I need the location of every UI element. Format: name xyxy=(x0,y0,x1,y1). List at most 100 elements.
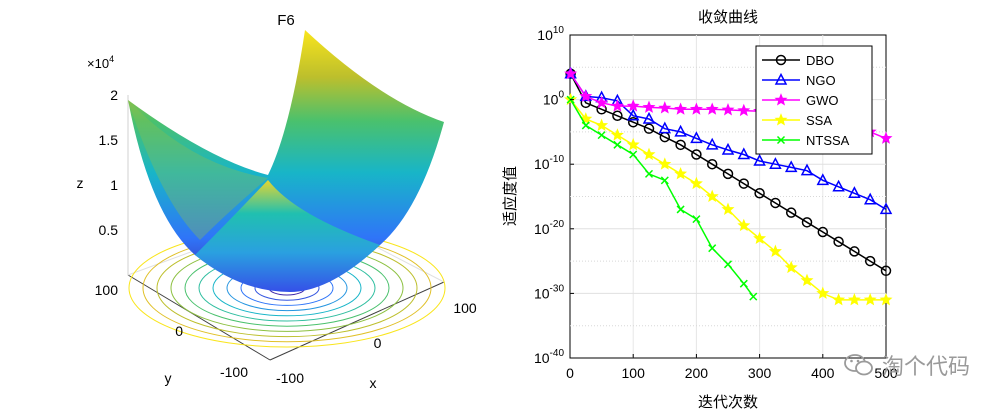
series-ntssa-point-shape xyxy=(739,279,748,288)
series-ngo-point xyxy=(863,192,877,205)
series-ntssa-point-shape xyxy=(613,140,622,149)
series-ngo-point-shape xyxy=(737,147,751,160)
series-ngo-point-shape xyxy=(626,108,640,121)
y-tick-label: 100 xyxy=(543,90,565,108)
series-dbo-point xyxy=(754,188,765,199)
series-ntssa-point xyxy=(676,205,685,214)
series-ngo-point xyxy=(816,173,830,186)
legend: DBO NGO GWO SSA NTSSA xyxy=(755,45,873,155)
series-ssa-point xyxy=(658,157,672,170)
series-ngo-point xyxy=(690,131,703,144)
series-ngo-point-shape xyxy=(832,179,845,192)
series-dbo-point xyxy=(627,116,639,128)
legend-gwo-label: GWO xyxy=(806,93,839,108)
series-ngo-point xyxy=(769,157,782,169)
series-dbo-point xyxy=(770,197,781,209)
legend-ngo-marker xyxy=(774,72,788,85)
watermark: 淘个代码 xyxy=(844,349,970,381)
series-gwo-point-shape xyxy=(579,89,593,102)
series-ssa-point-shape xyxy=(689,176,703,190)
series-ssa-point xyxy=(642,147,656,161)
series-ngo-point-shape xyxy=(848,186,861,199)
series-ntssa-point xyxy=(629,150,638,159)
y-ticks: -100 0 100 xyxy=(95,282,249,380)
series-ntssa-point-shape xyxy=(644,169,654,178)
series-ngo-point xyxy=(705,137,719,150)
series-ssa-point-shape xyxy=(753,231,767,244)
z-tick-label: 0.5 xyxy=(99,222,119,238)
legend-ngo-label: NGO xyxy=(806,73,836,88)
series-gwo-point-shape xyxy=(595,95,609,109)
series-dbo-point xyxy=(643,123,655,134)
series-ngo-point xyxy=(832,179,845,192)
series-gwo-point-shape xyxy=(737,103,751,117)
series-gwo-point-shape xyxy=(564,66,578,80)
series-ssa-point xyxy=(737,218,751,232)
legend-ssa-marker xyxy=(774,113,788,126)
line-title: 收敛曲线 xyxy=(698,8,758,26)
series-ngo-point xyxy=(737,147,751,160)
series-dbo-point-shape xyxy=(880,265,892,277)
series-ngo-point xyxy=(784,160,798,173)
series-ssa-point-shape xyxy=(705,189,719,202)
series-ssa-point xyxy=(816,286,830,299)
series-ntssa-point xyxy=(644,169,654,178)
series-ntssa-point-shape xyxy=(597,131,606,140)
series-ssa-point-shape xyxy=(579,112,593,125)
series-ssa-point xyxy=(705,189,719,202)
series-ntssa-point xyxy=(749,292,758,301)
series-ssa-point-shape xyxy=(784,260,798,274)
series-gwo-point-shape xyxy=(626,99,640,112)
series-dbo-point xyxy=(738,178,750,189)
y-tick-label: 0 xyxy=(175,323,183,339)
series-ngo-point-shape xyxy=(879,202,893,215)
x-tick-label: 0 xyxy=(374,335,382,351)
series-dbo-point-shape xyxy=(754,188,765,199)
series-dbo-point-shape xyxy=(722,168,734,180)
series-dbo-point xyxy=(833,236,844,247)
line-x-label: 迭代次数 xyxy=(698,393,758,411)
legend-dbo-label: DBO xyxy=(806,53,834,68)
series-ssa-point-shape xyxy=(721,202,735,216)
series-ssa-point xyxy=(595,118,609,132)
series-ngo-point xyxy=(721,142,735,155)
series-ssa-point-shape xyxy=(800,273,814,286)
series-ssa-point-shape xyxy=(768,244,782,258)
series-ntssa-point xyxy=(708,244,717,253)
series-dbo-point xyxy=(785,207,797,218)
series-ssa-point xyxy=(863,293,877,306)
watermark-text: 淘个代码 xyxy=(881,355,970,380)
series-gwo-point xyxy=(610,99,624,112)
line-panel: 收敛曲线 10-40 10-30 10-20 10-10 100 1010 0 100 200… xyxy=(501,8,898,411)
series-ssa-point xyxy=(721,202,735,216)
legend-ntssa-marker xyxy=(776,135,786,145)
series-ngo-point-shape xyxy=(674,124,687,137)
y-tick-label: 10-30 xyxy=(534,283,564,301)
series-ngo-point-shape xyxy=(863,192,877,205)
series-ngo-point xyxy=(642,111,656,124)
series-ntssa-point-shape xyxy=(708,244,717,253)
series-ssa-point xyxy=(753,231,767,244)
series-gwo-point xyxy=(595,95,609,109)
series-gwo-point xyxy=(737,103,751,117)
z-multiplier: ×104 xyxy=(87,54,114,71)
surface-axis-line xyxy=(127,274,271,361)
series-dbo-point xyxy=(612,110,623,121)
surface-left-wing xyxy=(128,100,268,240)
series-ssa-point-shape xyxy=(847,293,861,306)
y-axis-label: y xyxy=(165,370,172,386)
series-dbo-point-shape xyxy=(738,178,750,189)
series-ngo-point-shape xyxy=(690,131,703,144)
series-ntssa-point xyxy=(723,260,733,269)
x-tick-label: 0 xyxy=(566,365,574,381)
series-gwo-point xyxy=(705,102,719,115)
series-ntssa-point xyxy=(581,121,590,130)
series-dbo-point-shape xyxy=(817,226,829,238)
legend-ssa-label: SSA xyxy=(806,113,832,128)
series-ssa-point xyxy=(832,293,846,306)
line-y-label: 适应度值 xyxy=(501,166,519,226)
legend-dbo-marker xyxy=(775,54,787,66)
series-ssa-point xyxy=(579,112,593,125)
series-ntssa-point-shape xyxy=(749,292,758,301)
